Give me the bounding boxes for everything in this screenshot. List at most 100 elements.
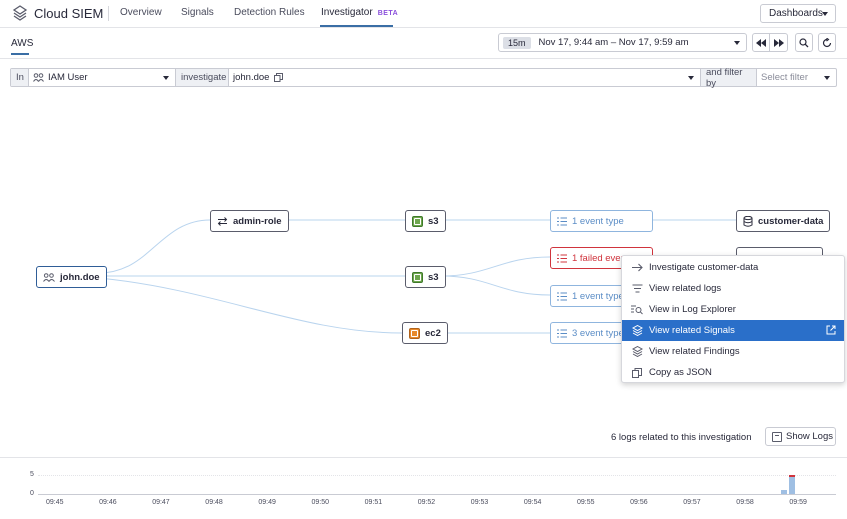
rewind-button[interactable] bbox=[753, 34, 771, 51]
nav-investigator-label: Investigator bbox=[321, 7, 373, 18]
time-preset-pill[interactable]: 15m bbox=[503, 36, 531, 49]
chevron-down-icon bbox=[163, 76, 169, 80]
time-range-text: Nov 17, 9:44 am – Nov 17, 9:59 am bbox=[538, 37, 689, 48]
menu-item-label: View related Findings bbox=[649, 346, 740, 357]
edge bbox=[440, 275, 551, 296]
menu-item-copy-json[interactable]: Copy as JSON bbox=[622, 362, 844, 383]
rewind-icon bbox=[756, 38, 767, 47]
arrow-right-icon bbox=[630, 263, 644, 272]
menu-item-view-logs[interactable]: View related logs bbox=[622, 278, 844, 299]
panel-icon bbox=[772, 431, 782, 442]
dashboards-label: Dashboards bbox=[769, 8, 823, 19]
node-label: 1 failed events bbox=[572, 252, 634, 264]
swap-icon bbox=[217, 216, 228, 226]
node-label: s3 bbox=[428, 215, 439, 227]
nav-signals[interactable]: Signals bbox=[181, 7, 214, 18]
node-role[interactable]: admin-role bbox=[210, 210, 289, 232]
brand[interactable]: Cloud SIEM bbox=[12, 3, 103, 23]
investigate-label: investigate bbox=[176, 69, 228, 86]
node-service-ec2[interactable]: ec2 bbox=[402, 322, 448, 344]
gridline bbox=[38, 475, 836, 476]
menu-item-investigate[interactable]: Investigate customer-data bbox=[622, 257, 844, 278]
in-label: In bbox=[11, 69, 28, 86]
x-tick-label: 09:48 bbox=[205, 499, 223, 506]
x-tick-label: 09:56 bbox=[630, 499, 648, 506]
node-service-s3[interactable]: s3 bbox=[405, 210, 446, 232]
node-event-type[interactable]: 1 event type bbox=[550, 210, 653, 232]
x-tick-label: 09:57 bbox=[683, 499, 701, 506]
timeline-divider bbox=[0, 457, 847, 458]
list-icon bbox=[557, 329, 567, 338]
s3-service-icon bbox=[412, 271, 423, 283]
s3-service-icon bbox=[412, 215, 423, 227]
ec2-service-icon bbox=[409, 327, 420, 339]
node-label: john.doe bbox=[60, 271, 100, 283]
tab-aws[interactable]: AWS bbox=[11, 38, 34, 49]
x-tick-label: 09:46 bbox=[99, 499, 117, 506]
divider bbox=[228, 69, 229, 86]
user-group-icon bbox=[33, 73, 44, 82]
node-label: customer-data bbox=[758, 215, 824, 227]
list-icon bbox=[557, 254, 567, 263]
refresh-icon bbox=[822, 37, 832, 47]
log-search-icon bbox=[630, 305, 644, 315]
x-tick-label: 09:52 bbox=[417, 499, 436, 506]
menu-item-view-findings[interactable]: View related Findings bbox=[622, 341, 844, 362]
entity-value-select[interactable]: john.doe bbox=[233, 69, 693, 86]
x-tick-label: 09:59 bbox=[789, 499, 807, 506]
refresh-button[interactable] bbox=[818, 33, 836, 52]
beta-badge: BETA bbox=[377, 10, 399, 17]
cloud-siem-logo-icon bbox=[12, 5, 28, 21]
entity-type-value: IAM User bbox=[48, 72, 88, 83]
entity-type-select[interactable]: IAM User bbox=[33, 69, 173, 86]
dashboards-dropdown[interactable]: Dashboards bbox=[760, 4, 836, 23]
timeline-bar-error[interactable] bbox=[789, 475, 796, 477]
x-tick-label: 09:49 bbox=[258, 499, 276, 506]
brand-divider bbox=[108, 6, 109, 21]
y-tick-label: 5 bbox=[30, 471, 34, 478]
divider bbox=[175, 69, 176, 86]
node-service-s3[interactable]: s3 bbox=[405, 266, 446, 288]
active-tab-indicator bbox=[11, 53, 29, 55]
node-label: admin-role bbox=[233, 215, 282, 227]
app-name: Cloud SIEM bbox=[34, 5, 104, 21]
node-label: ec2 bbox=[425, 327, 441, 339]
node-user[interactable]: john.doe bbox=[36, 266, 107, 288]
top-navigation: Cloud SIEM Overview Signals Detection Ru… bbox=[0, 0, 847, 28]
list-icon bbox=[557, 217, 567, 226]
menu-item-view-signals[interactable]: View related Signals bbox=[622, 320, 844, 341]
y-tick-label: 0 bbox=[30, 490, 34, 497]
menu-item-label: Copy as JSON bbox=[649, 367, 712, 378]
fast-forward-button[interactable] bbox=[770, 34, 787, 51]
time-range-picker[interactable]: 15m Nov 17, 9:44 am – Nov 17, 9:59 am bbox=[498, 33, 747, 52]
timeline-bar[interactable] bbox=[781, 490, 788, 494]
investigation-graph-edges bbox=[98, 219, 736, 334]
copy-icon bbox=[630, 367, 644, 378]
query-bar: In IAM User investigate john.doe and fil… bbox=[10, 67, 837, 89]
x-tick-label: 09:50 bbox=[311, 499, 330, 506]
edge bbox=[98, 277, 403, 334]
nav-detection-rules[interactable]: Detection Rules bbox=[234, 7, 305, 18]
menu-item-label: View related Signals bbox=[649, 325, 735, 336]
timeline-bar[interactable] bbox=[789, 475, 796, 494]
chevron-down-icon bbox=[822, 12, 828, 16]
edge bbox=[98, 219, 211, 274]
x-tick-label: 09:53 bbox=[470, 499, 489, 506]
nav-overview[interactable]: Overview bbox=[120, 7, 162, 18]
layers-icon bbox=[630, 346, 644, 357]
nav-investigator[interactable]: Investigator BETA bbox=[321, 7, 398, 18]
fast-forward-icon bbox=[773, 38, 784, 47]
zoom-button[interactable] bbox=[795, 33, 813, 52]
copy-icon[interactable] bbox=[274, 73, 284, 82]
menu-item-log-explorer[interactable]: View in Log Explorer bbox=[622, 299, 844, 320]
x-tick-label: 09:47 bbox=[152, 499, 170, 506]
database-icon bbox=[743, 215, 753, 227]
x-tick-label: 09:45 bbox=[46, 499, 64, 506]
chevron-down-icon bbox=[824, 76, 830, 80]
show-logs-label: Show Logs bbox=[786, 431, 834, 442]
list-icon bbox=[557, 292, 567, 301]
filter-select[interactable]: Select filter bbox=[761, 72, 808, 83]
filter-lines-icon bbox=[630, 284, 644, 293]
node-resource[interactable]: customer-data bbox=[736, 210, 831, 232]
show-logs-button[interactable]: Show Logs bbox=[765, 427, 836, 446]
